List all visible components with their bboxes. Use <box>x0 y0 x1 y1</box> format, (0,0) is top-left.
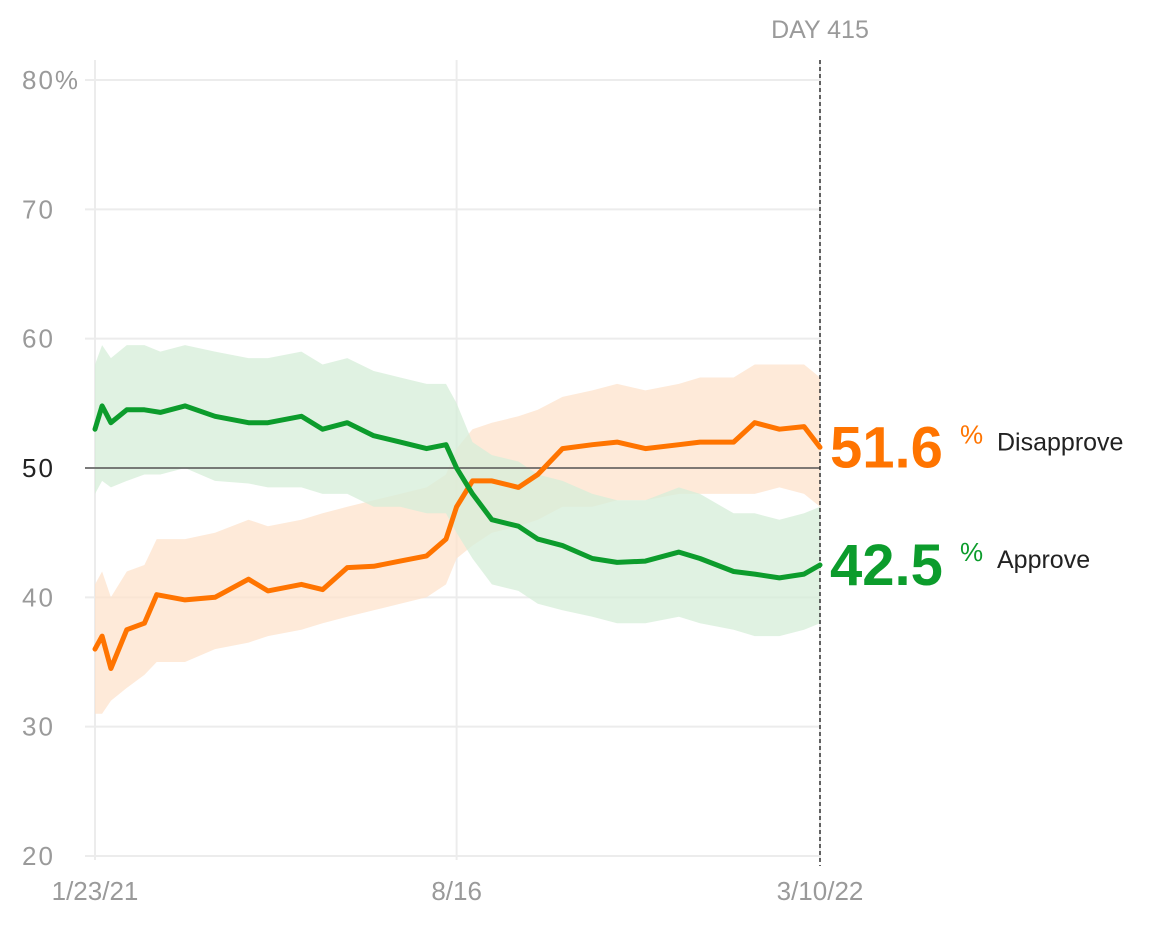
y-tick-label: 50 <box>22 453 55 483</box>
day-label: DAY 415 <box>771 16 869 44</box>
y-tick-label: 40 <box>22 582 55 612</box>
y-tick-label: 60 <box>22 324 55 354</box>
approve-percent-sign: % <box>960 537 983 567</box>
x-tick-label: 1/23/21 <box>52 876 139 906</box>
y-tick-label: 30 <box>22 712 55 742</box>
disapprove-series-label: Disapprove <box>997 428 1123 456</box>
disapprove-band <box>95 364 820 714</box>
approve-latest-value: 42.5 <box>830 533 943 598</box>
y-tick-label: 20 <box>22 841 55 871</box>
x-tick-label: 3/10/22 <box>777 876 864 906</box>
x-tick-label: 8/16 <box>431 876 482 906</box>
line-layer <box>92 403 823 671</box>
disapprove-line <box>92 420 823 671</box>
y-tick-label: 80% <box>22 65 80 95</box>
y-tick-label: 70 <box>22 194 55 224</box>
reference-layer <box>85 60 821 866</box>
approve-line <box>92 403 823 581</box>
label-layer: 80% 70 60 50 40 30 20 1/23/21 8/16 3/10/22 DAY 415… <box>22 16 1123 906</box>
disapprove-percent-sign: % <box>960 419 983 449</box>
approve-series-label: Approve <box>997 546 1090 574</box>
disapprove-latest-value: 51.6 <box>830 415 943 480</box>
